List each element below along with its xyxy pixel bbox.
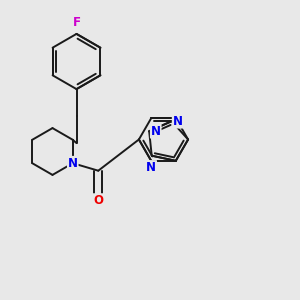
Text: N: N xyxy=(172,115,183,128)
Text: F: F xyxy=(73,16,80,29)
Text: N: N xyxy=(68,157,78,170)
Text: O: O xyxy=(93,194,103,207)
Text: N: N xyxy=(151,125,161,138)
Text: N: N xyxy=(146,161,156,174)
